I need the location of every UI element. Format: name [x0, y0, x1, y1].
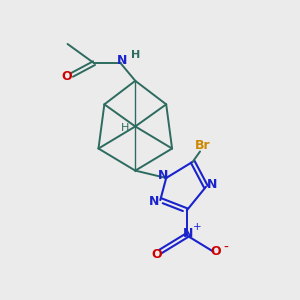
Text: N: N: [149, 195, 160, 208]
Text: O: O: [61, 70, 72, 83]
Text: N: N: [117, 54, 127, 67]
Text: +: +: [193, 222, 201, 232]
Text: Br: Br: [195, 139, 211, 152]
Text: N: N: [183, 227, 193, 240]
Text: O: O: [152, 248, 162, 261]
Text: -: -: [223, 241, 228, 255]
Text: N: N: [207, 178, 218, 191]
Text: O: O: [210, 245, 221, 258]
Text: N: N: [158, 169, 168, 182]
Text: H: H: [131, 50, 140, 60]
Text: H: H: [121, 123, 129, 133]
